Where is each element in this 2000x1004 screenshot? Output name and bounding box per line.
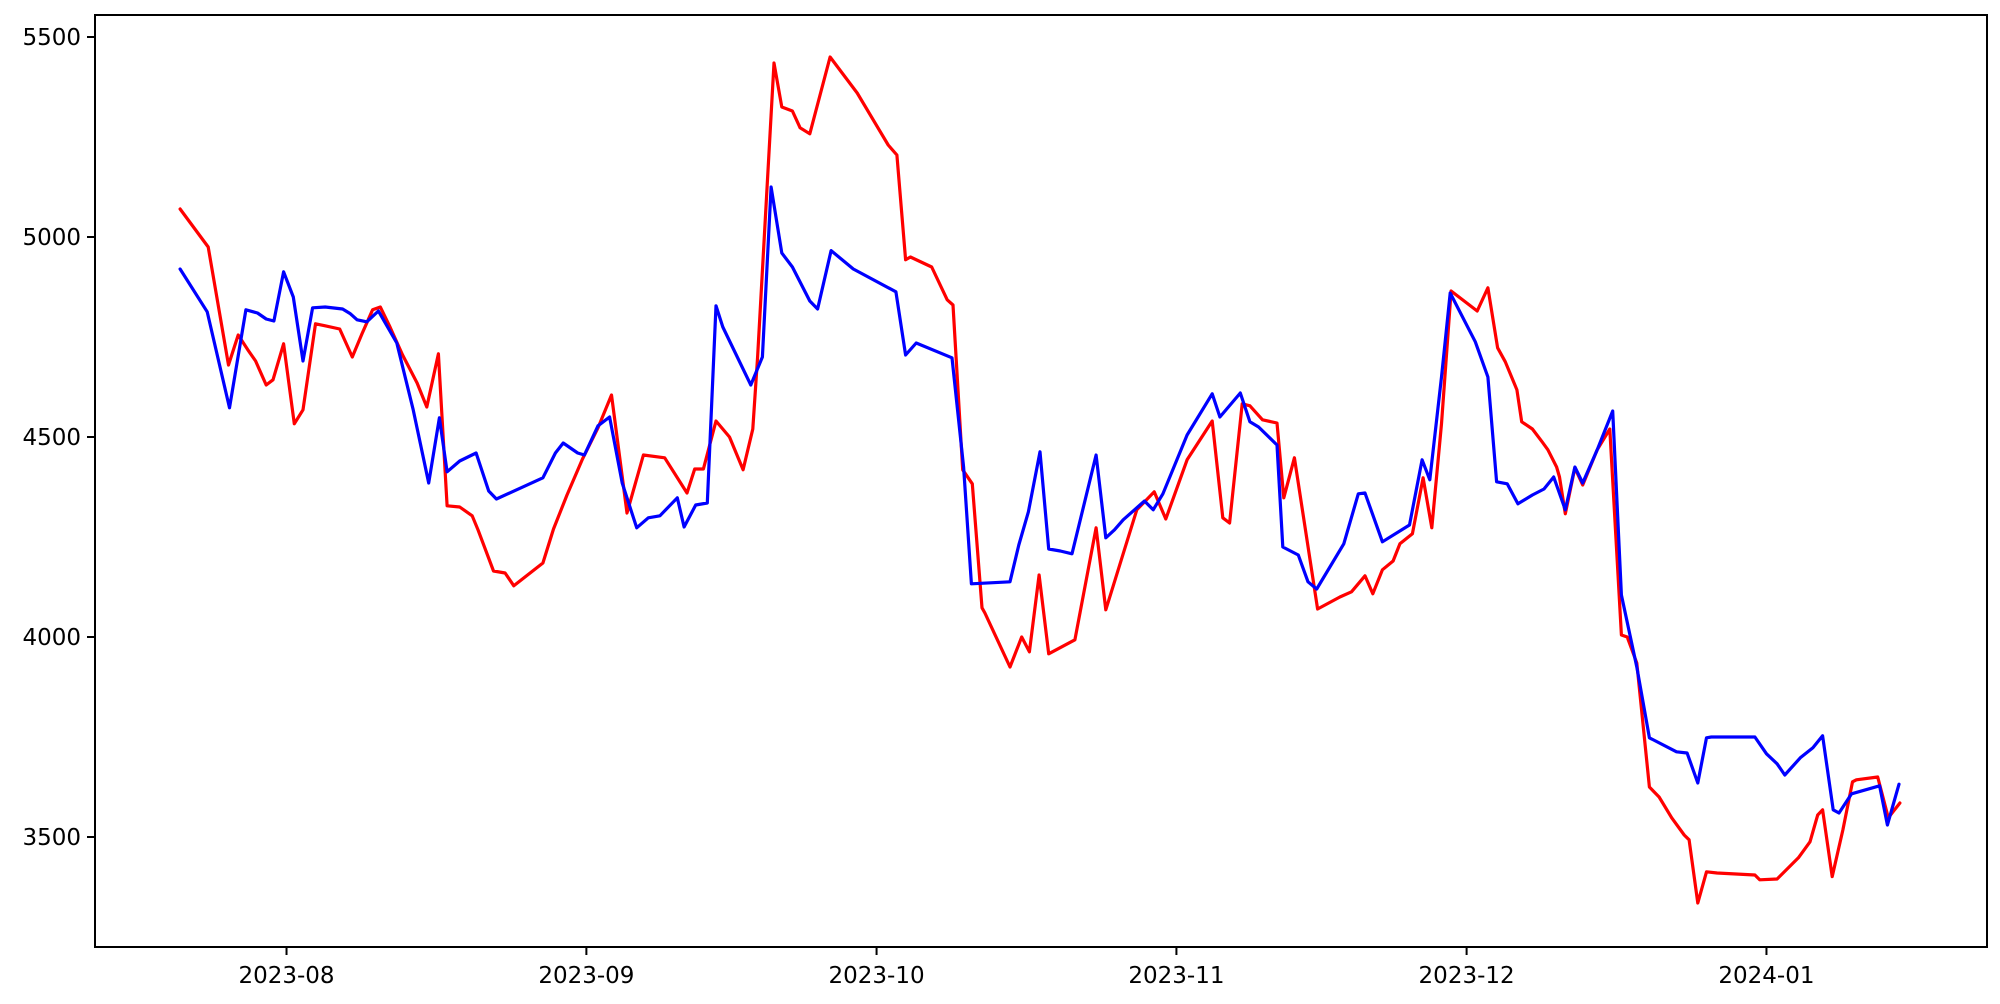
x-tick-label: 2023-09 [538, 963, 634, 989]
y-tick-label: 3500 [22, 825, 81, 851]
axes-layer: 2023-08 2023-09 2023-10 2023-11 2023-12 2024-… [22, 25, 1814, 989]
y-tick-label: 5000 [22, 225, 81, 251]
blue-series-line [178, 185, 1901, 827]
series-layer [178, 55, 1902, 905]
x-tick-label: 2023-12 [1419, 963, 1515, 989]
x-tick-label: 2023-10 [829, 963, 925, 989]
red-series-line [178, 55, 1902, 905]
plot-frame [94, 14, 1988, 948]
x-tick-label: 2023-11 [1128, 963, 1224, 989]
x-tick-label: 2023-08 [238, 963, 334, 989]
x-tick-label: 2024-01 [1718, 963, 1814, 989]
y-tick-label: 4500 [22, 425, 81, 451]
y-tick-label: 4000 [22, 625, 81, 651]
y-tick-label: 5500 [22, 25, 81, 51]
